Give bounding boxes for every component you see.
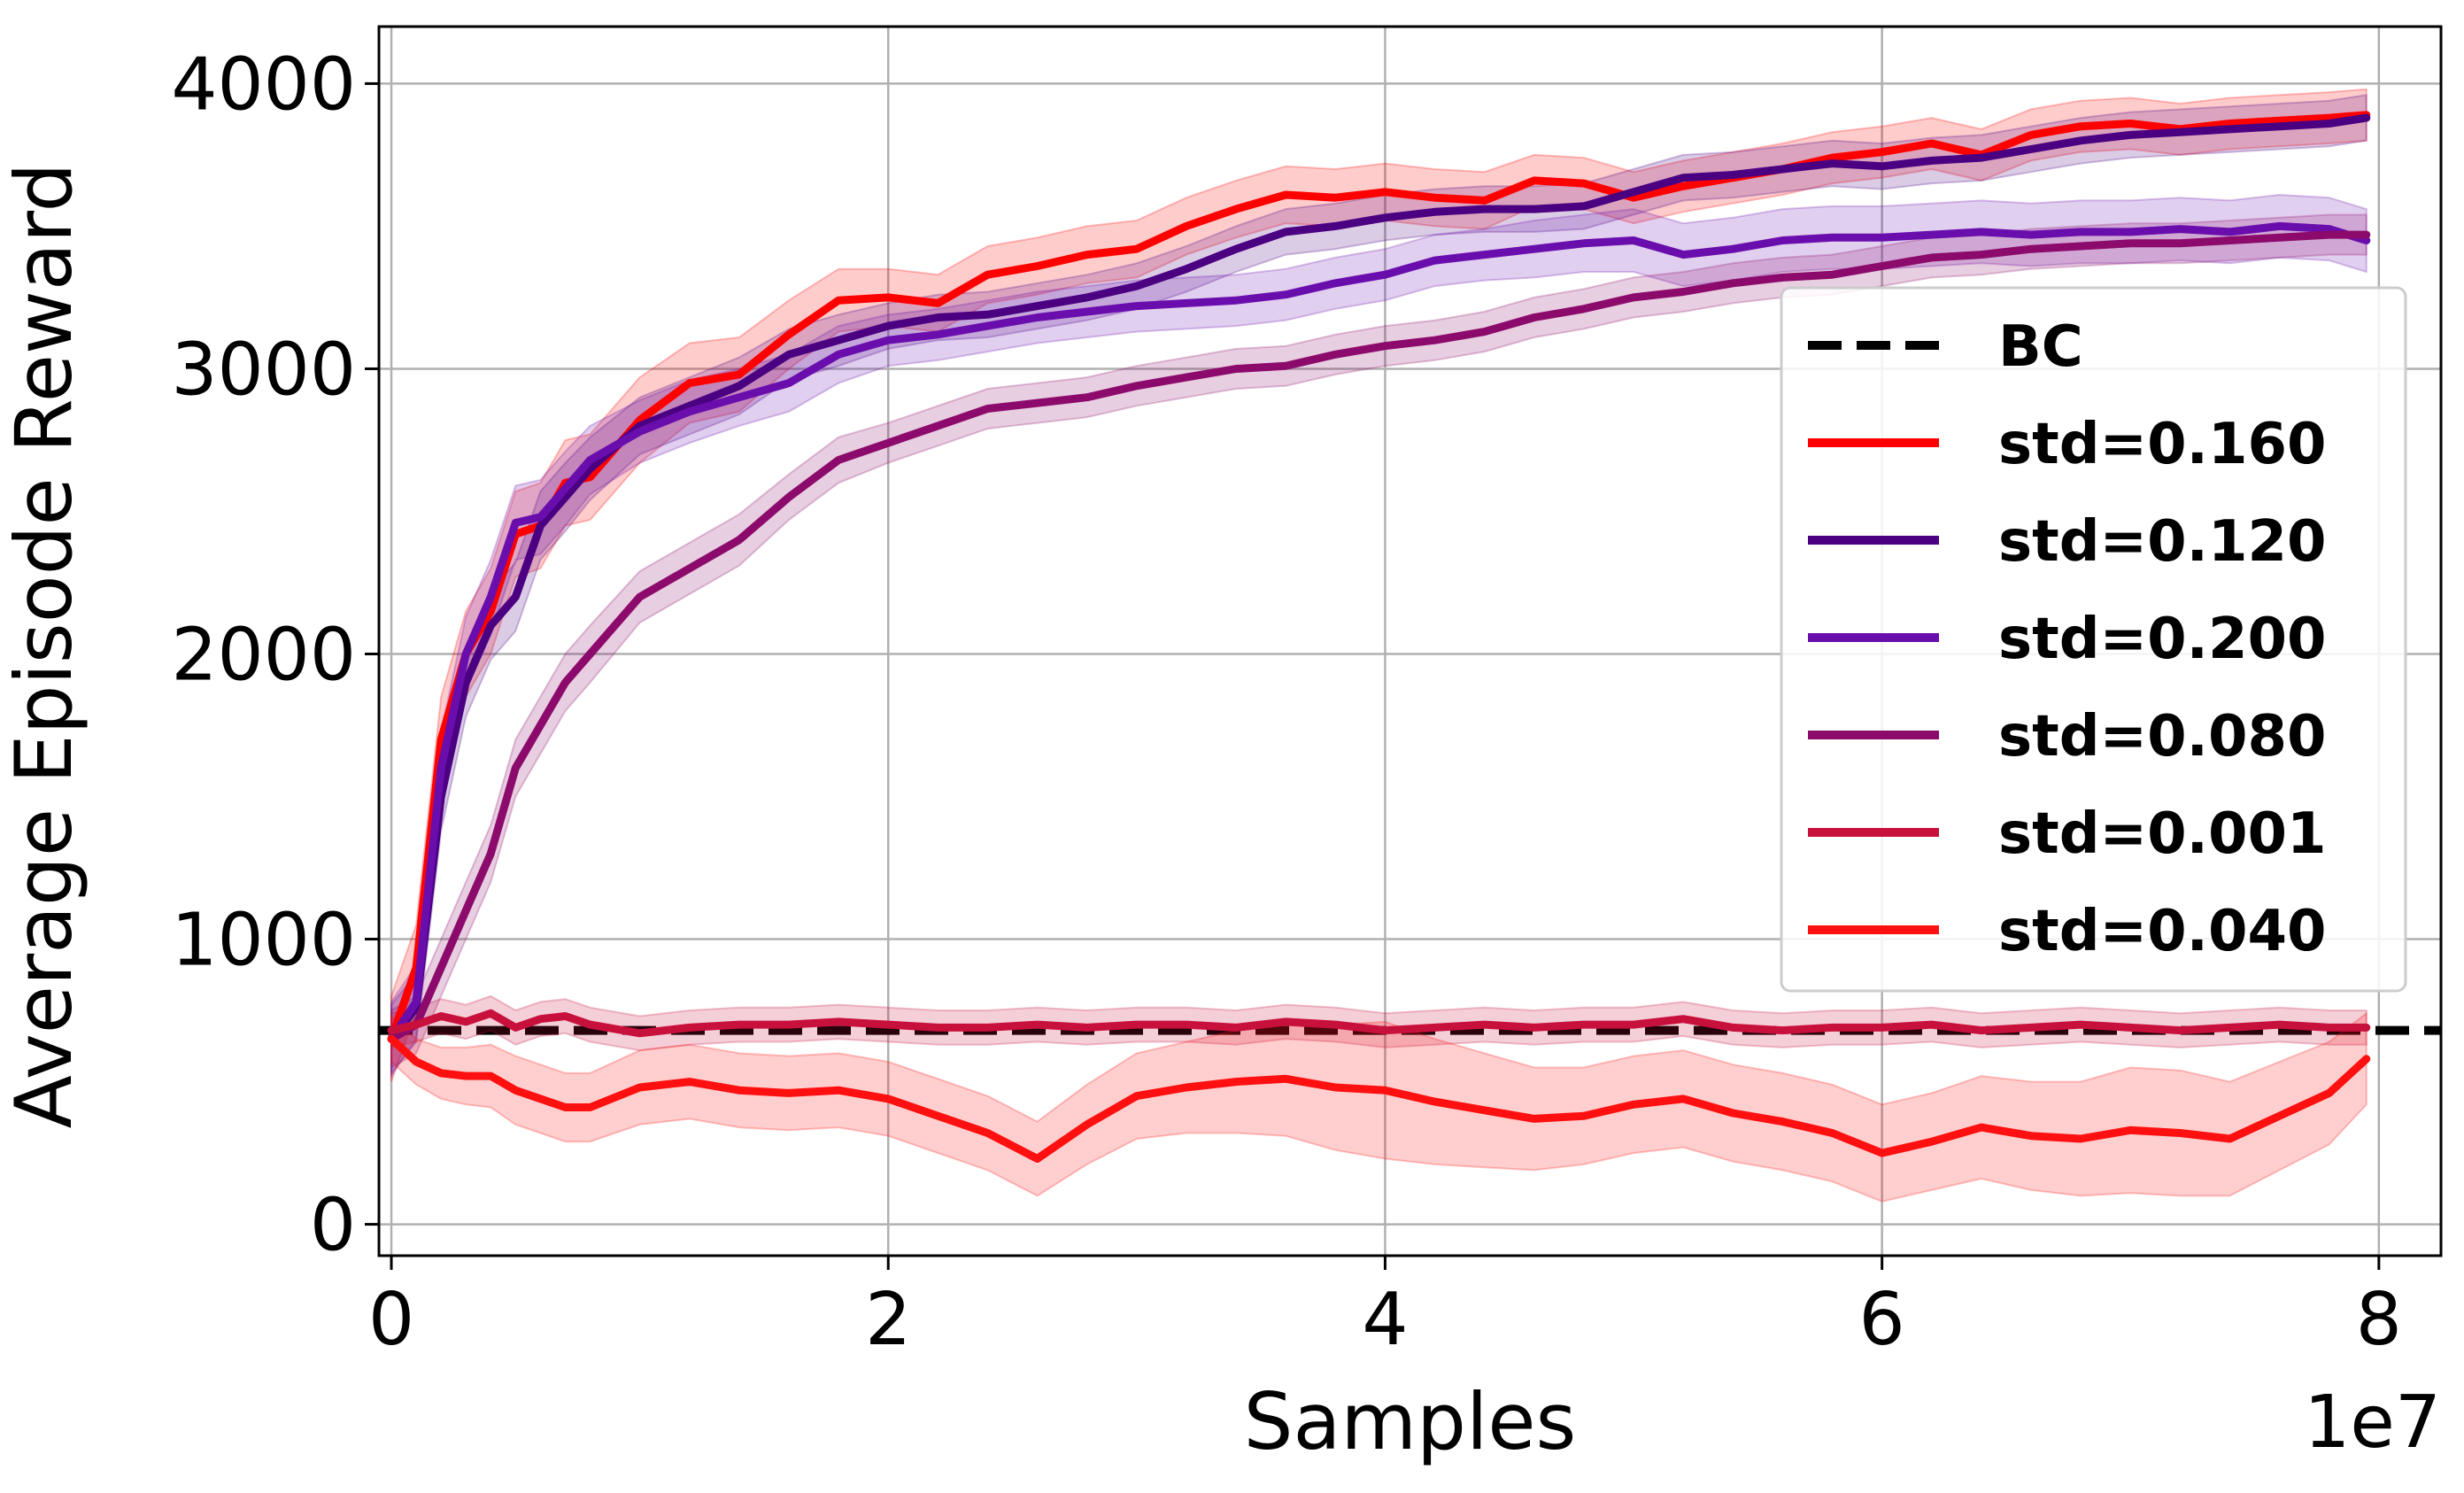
series-band-5: [390, 1011, 2367, 1203]
x-axis-offset-label: 1e7: [2304, 1381, 2441, 1465]
y-tick-label: 0: [310, 1184, 356, 1268]
legend-label: std=0.120: [1998, 509, 2327, 575]
legend-label: std=0.160: [1998, 412, 2327, 477]
legend-label: std=0.001: [1998, 801, 2327, 867]
series-line-1: [387, 113, 2371, 1043]
y-tick-label: 1000: [171, 899, 356, 983]
series-band-2: [390, 193, 2367, 1079]
series-line-4: [387, 1009, 2371, 1038]
series-band-4: [390, 994, 2367, 1052]
legend-label: BC: [1998, 314, 2083, 380]
series-line-2: [387, 221, 2371, 1043]
x-tick-label: 0: [368, 1278, 414, 1362]
series-line-3: [387, 230, 2371, 1043]
legend-label: std=0.080: [1998, 704, 2327, 770]
y-axis-label: Average Episode Reward: [0, 163, 89, 1129]
x-tick-label: 4: [1362, 1278, 1408, 1362]
x-tick-label: 6: [1859, 1278, 1905, 1362]
legend-label: std=0.200: [1998, 607, 2327, 672]
y-tick-label: 4000: [171, 43, 356, 127]
y-tick-label: 2000: [171, 613, 356, 697]
legend-label: std=0.040: [1998, 899, 2327, 964]
x-tick-label: 8: [2356, 1278, 2402, 1362]
axis-ticks: 0 2 4 6 8 0 1000 2000 3000 4000: [171, 43, 2402, 1362]
legend-box: [1780, 286, 2407, 993]
legend: BC std=0.160 std=0.120 std=0.200 std=0.080 st…: [1780, 286, 2407, 993]
series-band-3: [390, 213, 2367, 1070]
y-tick-label: 3000: [171, 328, 356, 412]
series-lines: [387, 111, 2371, 1163]
plot-frame: [377, 25, 2443, 1257]
x-tick-label: 2: [865, 1278, 911, 1362]
x-axis-label: Samples: [1244, 1376, 1577, 1467]
series-line-5: [387, 1034, 2371, 1163]
